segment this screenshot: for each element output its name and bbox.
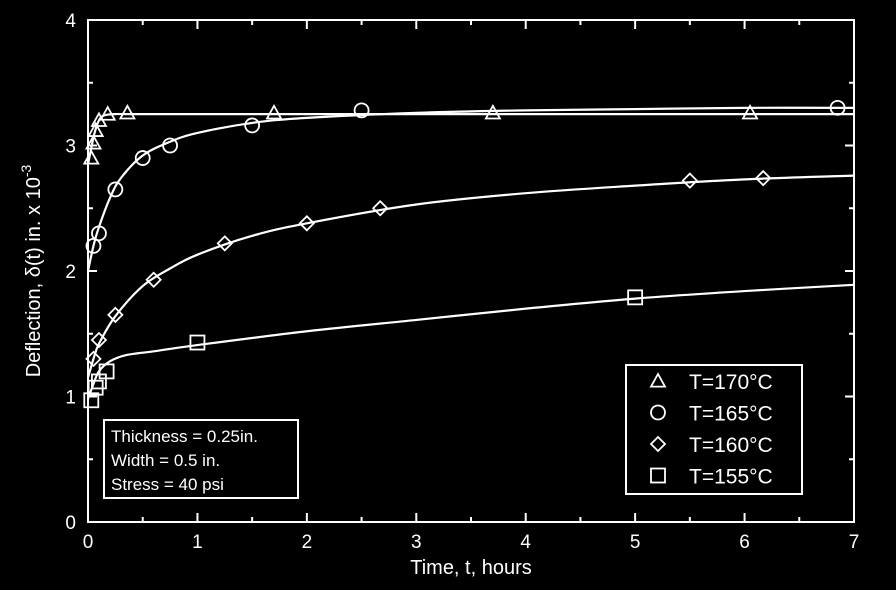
legend-circle-icon <box>650 404 666 421</box>
x-tick-label: 4 <box>520 532 531 553</box>
data-point-circle <box>107 181 124 198</box>
data-point-circle <box>134 150 151 166</box>
data-point-diamond <box>754 169 772 187</box>
data-point-square <box>98 363 115 380</box>
fit-curves <box>86 106 855 400</box>
fit-curve-square <box>86 283 855 400</box>
data-point-circle <box>353 102 370 119</box>
data-point-triangle <box>484 104 502 120</box>
y-tick-label: 3 <box>65 137 76 158</box>
data-point-square <box>83 392 100 409</box>
legend-square-icon <box>650 467 666 484</box>
x-tick-label: 3 <box>411 532 422 553</box>
y-tick-label: 0 <box>65 513 76 534</box>
data-point-diamond <box>107 306 124 324</box>
x-tick-label: 5 <box>630 532 641 553</box>
x-axis-title: Time, t, hours <box>410 557 532 579</box>
y-axis-title-text: Deflection, δ(t) in. x 10 <box>23 177 45 377</box>
annotation-box <box>103 419 299 499</box>
data-point-circle <box>829 99 846 116</box>
data-point-diamond <box>371 199 389 217</box>
tick-labels: 0 1 2 3 4 5 6 7 0 1 2 3 4 <box>65 11 859 553</box>
data-point-square <box>627 289 644 306</box>
data-point-diamond <box>681 172 699 189</box>
fit-curve-diamond <box>86 174 855 378</box>
data-point-circle <box>244 117 261 134</box>
data-point-circle <box>91 225 107 242</box>
x-tick-label: 1 <box>192 532 203 553</box>
data-point-triangle <box>265 104 283 120</box>
annotation: Thickness = 0.25in. Width = 0.5 in. Stre… <box>103 419 299 499</box>
y-tick-label: 4 <box>65 11 76 32</box>
legend: T=170°C T=165°C T=160°C T=155°C <box>625 364 803 495</box>
y-tick-label: 1 <box>65 388 76 409</box>
data-point-square <box>189 334 206 351</box>
data-point-diamond <box>298 215 316 232</box>
x-tick-label: 0 <box>83 532 94 553</box>
legend-label: T=165°C <box>689 403 773 426</box>
x-tick-label: 2 <box>302 532 313 553</box>
data-point-diamond <box>145 271 162 289</box>
legend-label: T=170°C <box>689 371 773 394</box>
y-tick-label: 2 <box>65 262 76 283</box>
legend-label: T=160°C <box>689 434 773 457</box>
legend-diamond-icon <box>649 435 667 453</box>
annotation-line-2: Width = 0.5 in. <box>111 451 220 470</box>
fit-curve-triangle <box>86 112 854 165</box>
x-tick-label: 7 <box>849 532 860 553</box>
legend-triangle-icon <box>649 372 667 388</box>
annotation-line-3: Stress = 40 psi <box>111 475 224 494</box>
data-point-triangle <box>82 149 100 165</box>
x-tick-label: 6 <box>739 532 750 553</box>
data-point-circle <box>162 137 178 154</box>
data-point-triangle <box>87 121 105 137</box>
data-point-diamond <box>85 350 102 368</box>
y-axis-title-exponent: -3 <box>18 165 34 178</box>
data-point-diamond <box>216 235 234 252</box>
legend-label: T=155°C <box>689 466 773 489</box>
legend-items: T=170°C T=165°C T=160°C T=155°C <box>649 371 773 489</box>
data-point-triangle <box>84 134 103 150</box>
data-point-triangle <box>741 104 759 120</box>
annotation-line-1: Thickness = 0.25in. <box>111 427 258 446</box>
y-axis-title: Deflection, δ(t) in. x 10-3 <box>18 165 45 378</box>
fit-curve-circle <box>86 106 855 272</box>
y-axis-title-group: Deflection, δ(t) in. x 10-3 <box>18 165 45 378</box>
data-point-diamond <box>90 331 108 349</box>
data-point-triangle <box>118 104 136 120</box>
data-markers <box>82 99 846 409</box>
data-point-triangle <box>99 105 117 121</box>
